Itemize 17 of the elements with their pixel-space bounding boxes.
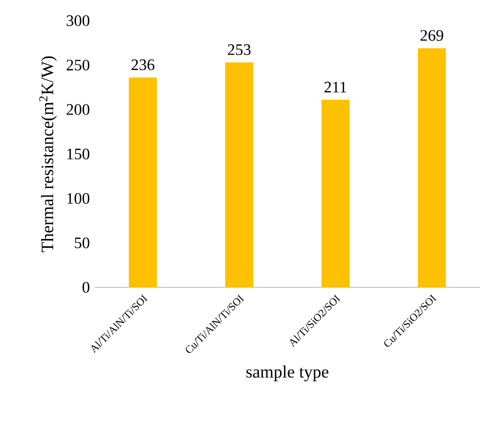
bar [225, 62, 254, 288]
bar [418, 48, 446, 288]
data-label: 236 [132, 59, 154, 70]
y-tick-label: 150 [67, 148, 90, 160]
y-tick-label: 250 [66, 60, 90, 70]
y-tick-label: 50 [74, 237, 90, 248]
x-axis-title: sample type [246, 365, 328, 382]
data-label: 269 [420, 30, 444, 41]
bar [321, 100, 350, 288]
y-tick-label: 100 [67, 193, 90, 204]
data-label: 211 [324, 82, 346, 92]
y-tick-label: 300 [66, 15, 90, 26]
y-tick-label: 0 [82, 282, 90, 293]
y-axis-title: Thermal resistance(m$^{2}$K/W) [39, 56, 57, 252]
data-label: 253 [228, 44, 251, 56]
bar [128, 78, 157, 288]
y-tick-label: 200 [66, 104, 90, 115]
